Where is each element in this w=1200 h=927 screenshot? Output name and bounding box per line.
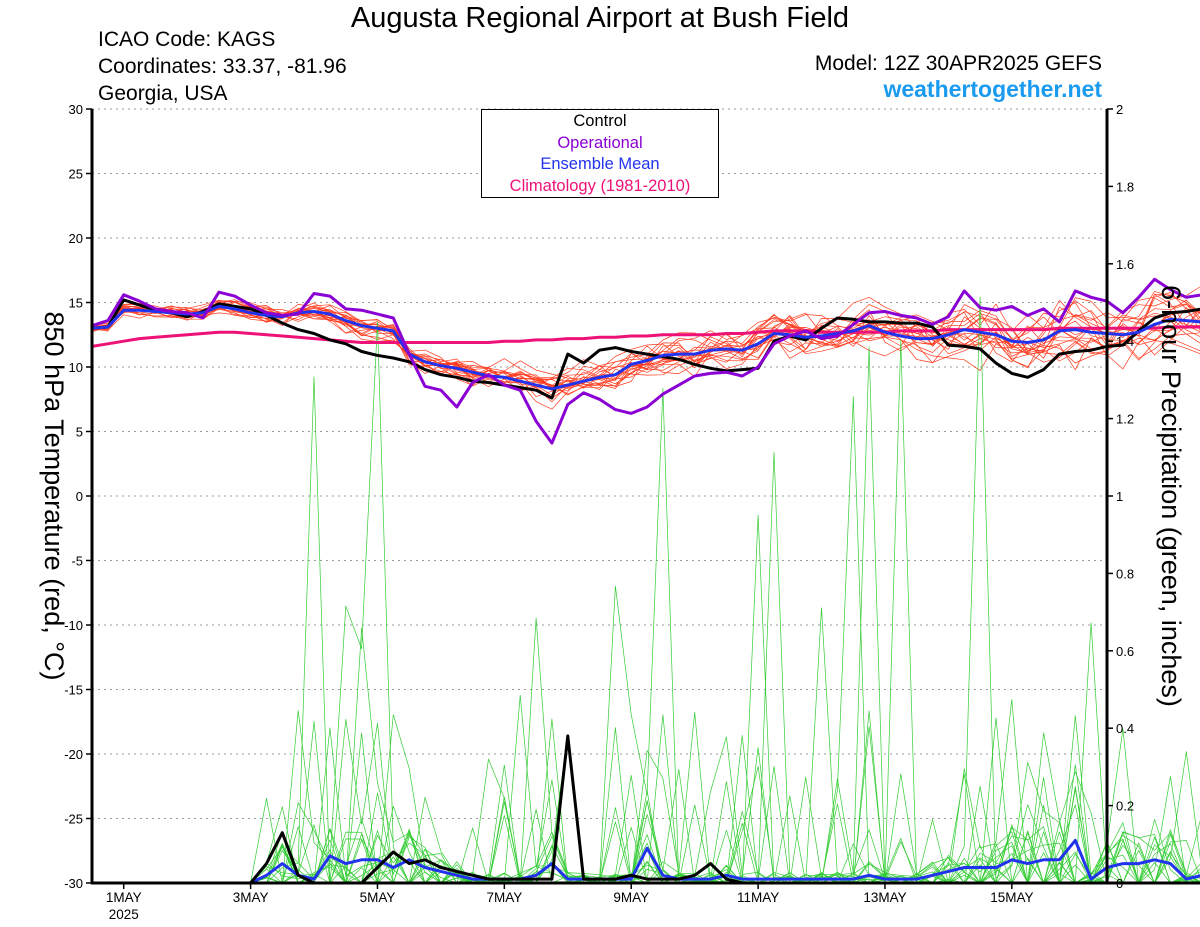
temperature-member-line <box>91 292 1200 389</box>
chart-axes <box>90 109 1109 885</box>
temperature-ensemble-members <box>91 286 1200 410</box>
precip-ensemble-mean-line <box>90 838 1200 885</box>
precipitation-member-line <box>91 396 1200 884</box>
y-left-tick-label: 0 <box>76 489 83 504</box>
y-left-tick-label: 15 <box>69 296 83 311</box>
x-tick-label: 11MAY <box>737 890 779 905</box>
legend-operational: Operational <box>557 133 643 152</box>
x-tick-label: 1MAY <box>106 890 142 905</box>
chart-series <box>90 277 1200 885</box>
model-run: Model: 12Z 30APR2025 GEFS <box>814 52 1102 75</box>
temperature-operational-line <box>90 277 1200 445</box>
precipitation-member-line <box>91 714 1200 884</box>
precipitation-member-line <box>91 699 1200 884</box>
temperature-member-line <box>91 297 1200 395</box>
precipitation-member-line <box>91 387 1200 884</box>
climatology-line <box>90 325 1200 348</box>
y-right-tick-label: 1.8 <box>1116 179 1134 194</box>
y-left-tick-label: 5 <box>76 425 83 440</box>
y-right-tick-label: 0.4 <box>1116 721 1134 736</box>
y-right-tick-label: 1.2 <box>1116 412 1134 427</box>
y-right-tick-label: 0 <box>1116 876 1123 891</box>
temperature-control-line <box>90 298 1200 400</box>
y-right-tick-label: 1 <box>1116 489 1123 504</box>
chart-grid <box>92 108 1107 819</box>
temperature-ensemble-mean-line <box>90 304 1200 391</box>
y-left-tick-label: 30 <box>69 102 83 117</box>
y-left-tick-label: -15 <box>64 683 83 698</box>
precipitation-member-line <box>91 715 1200 884</box>
legend-control: Control <box>573 112 627 130</box>
temperature-member-line <box>91 300 1200 397</box>
precipitation-member-line <box>91 732 1200 884</box>
temperature-member-line <box>91 304 1200 390</box>
precipitation-member-line <box>91 376 1200 884</box>
temperature-member-line <box>91 302 1200 399</box>
precipitation-ensemble-members <box>91 296 1200 884</box>
y-left-tick-label: -5 <box>71 554 83 569</box>
icao-code: ICAO Code: KAGS <box>98 28 276 51</box>
y-left-tick-label: -30 <box>64 876 83 891</box>
y-left-tick-label: 20 <box>69 231 83 246</box>
temperature-member-line <box>91 305 1200 389</box>
temperature-member-line <box>91 296 1200 389</box>
precipitation-member-line <box>91 727 1200 884</box>
page-title: Augusta Regional Airport at Bush Field <box>350 2 850 34</box>
y-left-tick-label: 25 <box>69 167 83 182</box>
x-tick-label: 5MAY <box>360 890 396 905</box>
y-left-tick-label: -20 <box>64 747 83 762</box>
y-right-tick-label: 0.8 <box>1116 566 1134 581</box>
legend-climatology: Climatology (1981-2010) <box>509 176 691 195</box>
y-left-tick-label: -10 <box>64 618 83 633</box>
y-right-tick-label: 0.6 <box>1116 644 1134 659</box>
x-tick-label: 13MAY <box>863 890 906 905</box>
precipitation-member-line <box>91 346 1200 884</box>
x-tick-sublabel: 2025 <box>109 907 139 922</box>
x-tick-label: 7MAY <box>486 890 522 905</box>
location: Georgia, USA <box>98 82 228 105</box>
temperature-member-line <box>91 293 1200 388</box>
x-tick-label: 15MAY <box>990 890 1033 905</box>
precipitation-member-line <box>91 727 1200 884</box>
x-tick-label: 9MAY <box>613 890 649 905</box>
chart-legend: Control Operational Ensemble Mean Climat… <box>481 109 719 198</box>
temperature-member-line <box>91 302 1200 396</box>
precipitation-member-line <box>91 622 1200 884</box>
site-link[interactable]: weathertogether.net <box>883 76 1102 102</box>
y-axis-right-label: 6-hour Precipitation (green, inches) <box>1156 285 1186 707</box>
y-left-tick-label: 10 <box>69 360 83 375</box>
y-left-tick-label: -25 <box>64 812 83 827</box>
chart-ticks: 302520151050-5-10-15-20-25-3021.81.61.41… <box>64 102 1134 922</box>
x-tick-label: 3MAY <box>233 890 269 905</box>
y-right-tick-label: 0.2 <box>1116 799 1134 814</box>
precipitation-member-line <box>91 296 1200 884</box>
legend-ensemble-mean: Ensemble Mean <box>540 155 660 173</box>
precipitation-member-line <box>91 339 1200 884</box>
coordinates: Coordinates: 33.37, -81.96 <box>98 55 347 78</box>
y-right-tick-label: 1.6 <box>1116 257 1134 272</box>
y-right-tick-label: 1.4 <box>1116 334 1134 349</box>
temperature-member-line <box>91 305 1200 403</box>
y-axis-left-label: 850 hPa Temperature (red, °C) <box>39 312 69 681</box>
y-right-tick-label: 2 <box>1116 102 1123 117</box>
